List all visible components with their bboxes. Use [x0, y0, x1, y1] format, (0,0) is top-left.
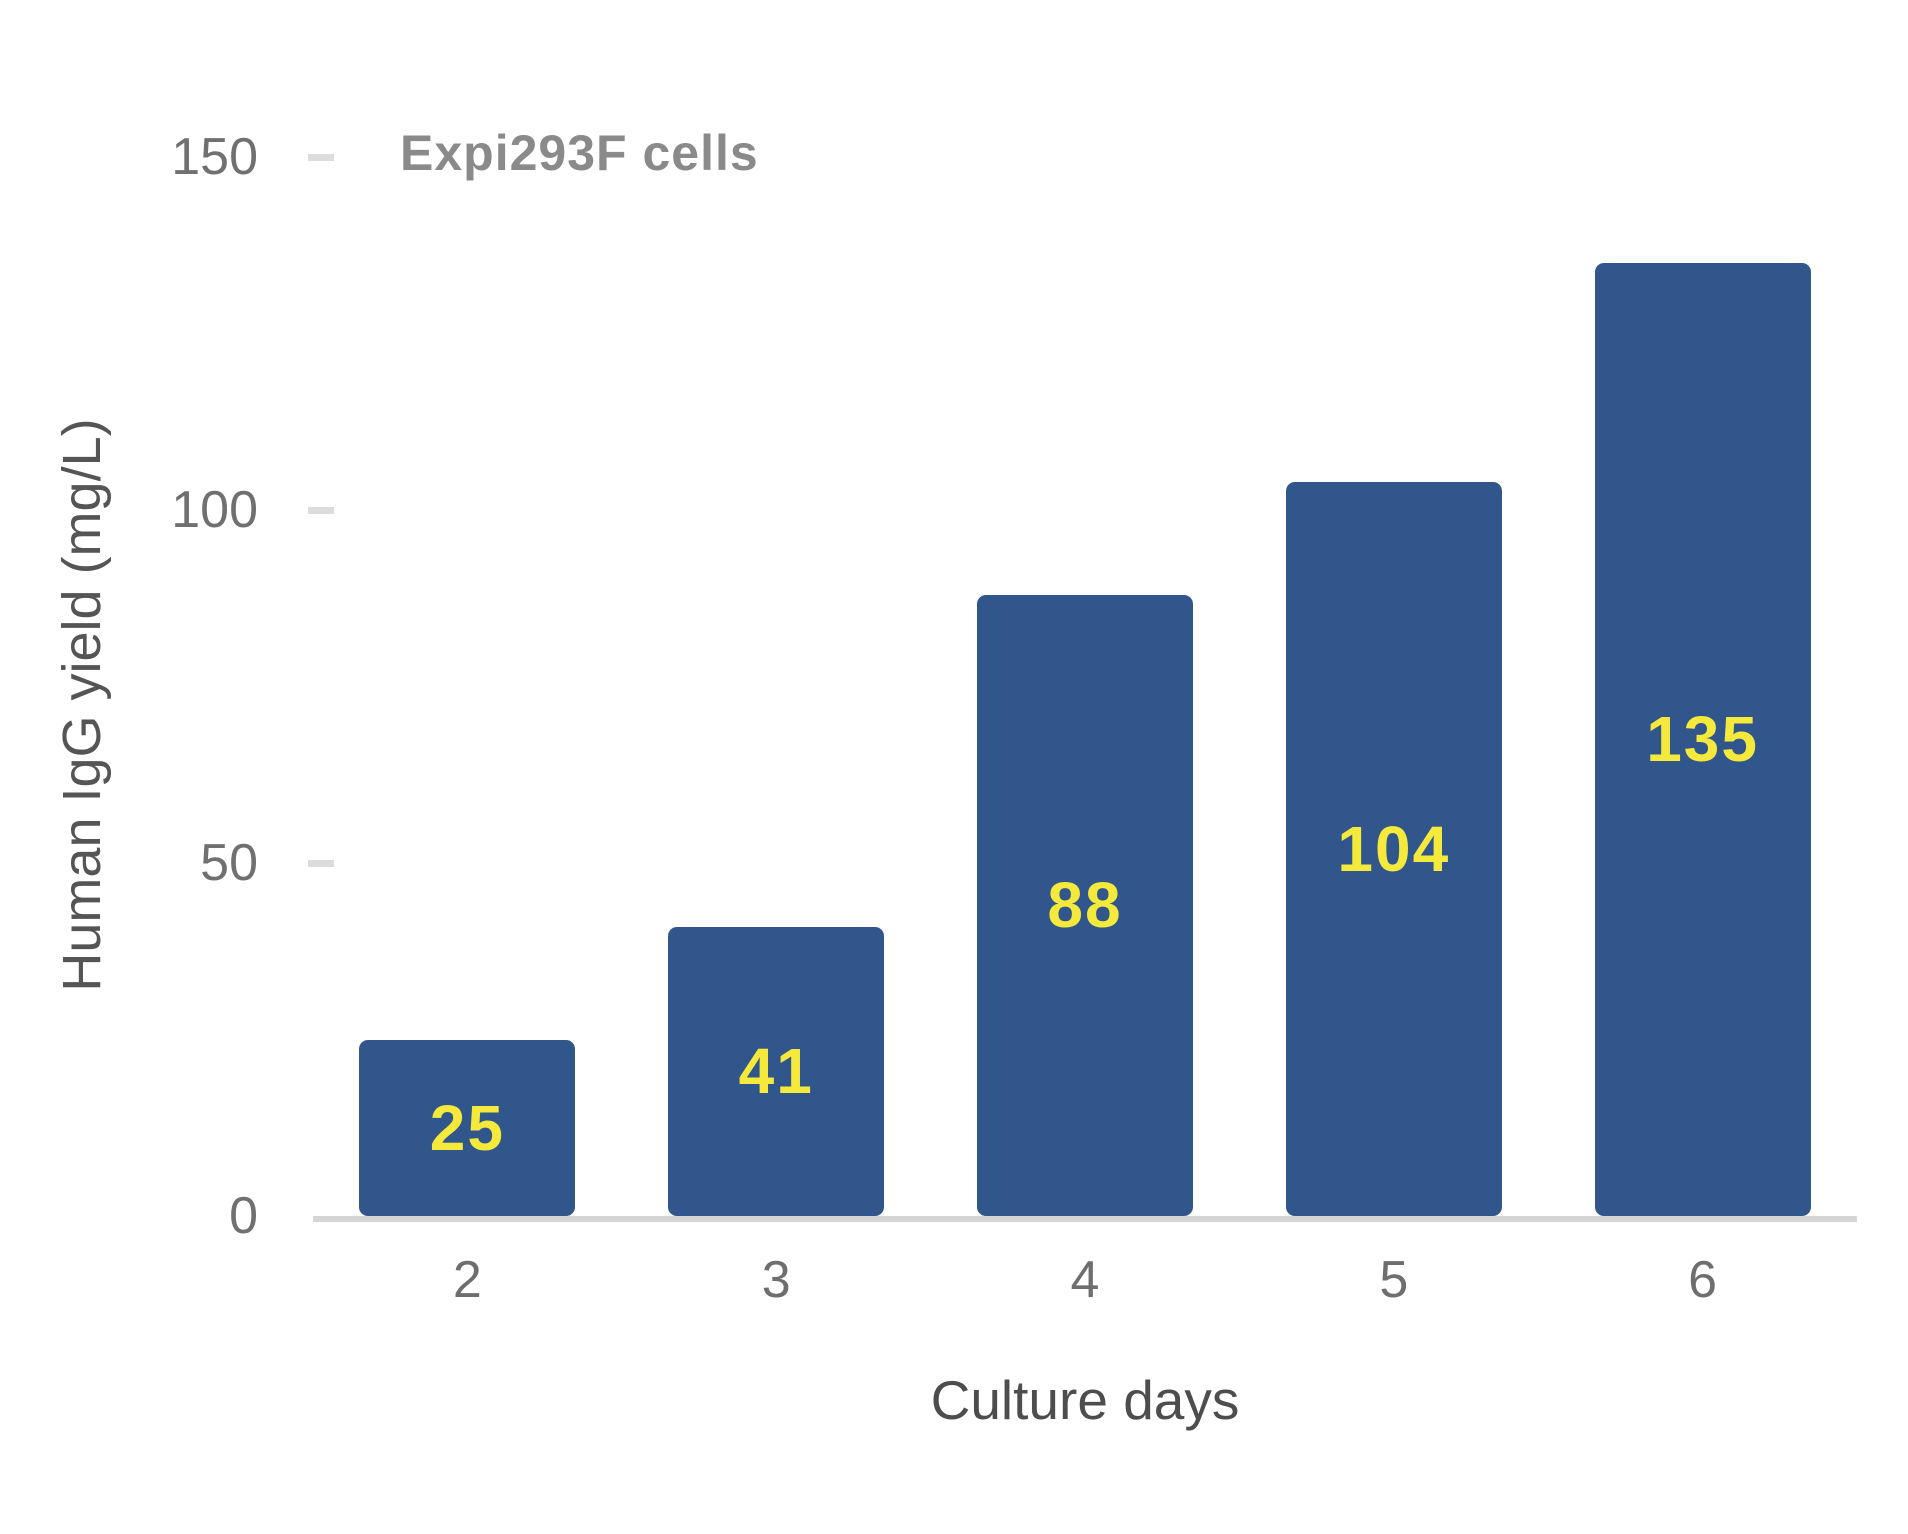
y-tick-label: 0 — [229, 1187, 258, 1245]
x-tick-label: 4 — [1070, 1251, 1100, 1309]
bar-value-label: 88 — [1047, 869, 1123, 942]
bar: 135 — [1594, 262, 1811, 1216]
x-tick-label: 5 — [1379, 1251, 1409, 1309]
y-tick-label: 100 — [171, 481, 258, 539]
y-tick-mark — [308, 860, 334, 867]
x-axis-title: Culture days — [930, 1369, 1240, 1431]
y-tick-mark — [308, 154, 334, 161]
plot-area: 25 41 88 104 135 — [313, 157, 1857, 1216]
x-tick-label: 2 — [452, 1251, 482, 1309]
bar: 88 — [977, 594, 1193, 1216]
bar-value-label: 135 — [1646, 703, 1759, 776]
x-tick-label: 3 — [761, 1251, 791, 1309]
bar-value-label: 25 — [429, 1091, 505, 1164]
bar: 41 — [668, 926, 885, 1216]
y-tick-mark — [308, 507, 334, 514]
bar-value-label: 41 — [738, 1035, 814, 1108]
y-tick-label: 150 — [171, 128, 258, 186]
x-axis-line — [313, 1216, 1857, 1222]
bar: 25 — [359, 1039, 576, 1216]
x-tick-label: 6 — [1688, 1251, 1718, 1309]
chart-title: Expi293F cells — [400, 125, 759, 181]
bar: 104 — [1285, 481, 1502, 1216]
y-tick-label: 50 — [200, 834, 258, 892]
bar-value-label: 104 — [1337, 812, 1451, 885]
